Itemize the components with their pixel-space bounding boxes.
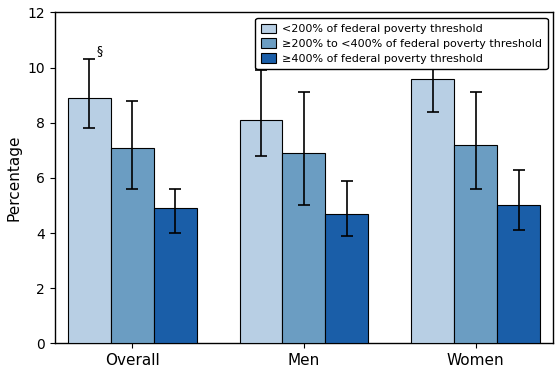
- Bar: [454, 145, 497, 344]
- Text: §: §: [96, 44, 102, 57]
- Legend: <200% of federal poverty threshold, ≥200% to <400% of federal poverty threshold,: <200% of federal poverty threshold, ≥200…: [255, 18, 548, 69]
- Y-axis label: Percentage: Percentage: [7, 135, 22, 221]
- Bar: [325, 214, 368, 344]
- Bar: [497, 206, 540, 344]
- Bar: [282, 153, 325, 344]
- Bar: [240, 120, 282, 344]
- Bar: [111, 147, 153, 344]
- Bar: [153, 208, 197, 344]
- Bar: [68, 98, 111, 344]
- Bar: [412, 79, 454, 344]
